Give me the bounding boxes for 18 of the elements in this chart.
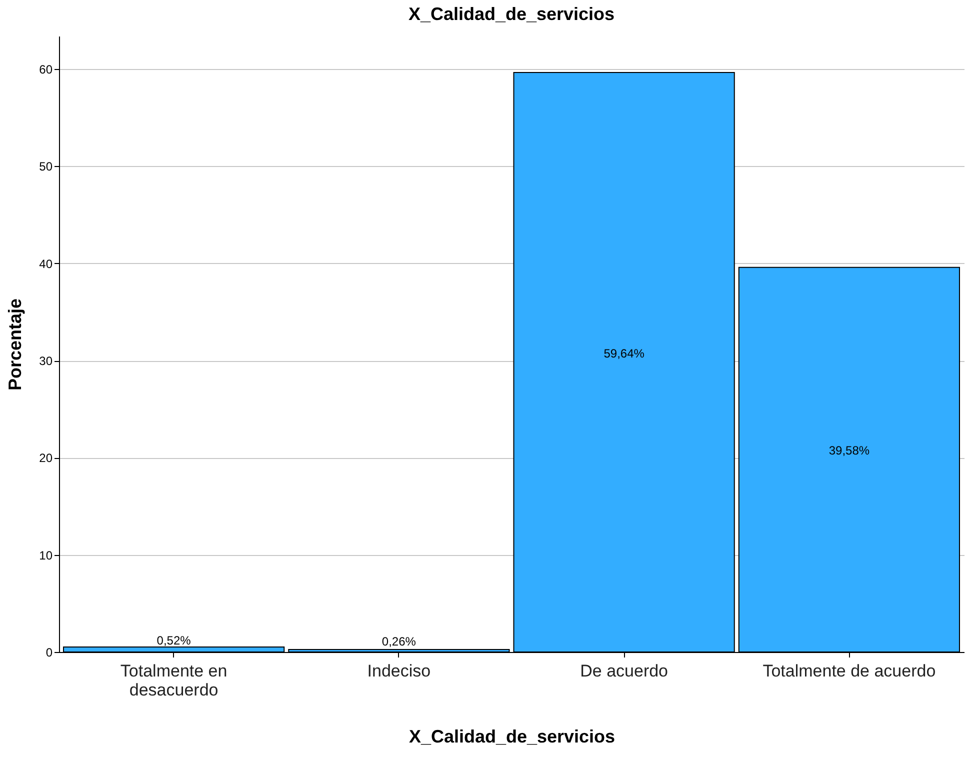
x-tick-label: Indeciso [367, 662, 431, 680]
data-label: 0,26% [382, 634, 416, 649]
y-tick-label: 50 [39, 160, 53, 174]
y-tick-label: 0 [46, 646, 53, 660]
x-axis-title: X_Calidad_de_servicios [408, 726, 616, 746]
y-tick-label: 40 [39, 256, 53, 271]
chart-title: X_Calidad_de_servicios [408, 4, 615, 24]
y-axis-title: Porcentaje [5, 298, 26, 391]
data-label: 59,64% [604, 346, 645, 360]
y-tick-label: 60 [39, 62, 53, 77]
x-tick-label: De acuerdo [580, 662, 668, 680]
x-tick-label: Totalmente de acuerdo [762, 662, 936, 680]
y-tick-label: 20 [39, 451, 53, 466]
y-tick-label: 10 [39, 548, 53, 562]
y-tick-label: 30 [39, 354, 53, 368]
x-tick-label: Totalmente en desacuerdo [120, 662, 228, 700]
data-label: 39,58% [828, 444, 870, 458]
data-label: 0,52% [156, 633, 192, 648]
